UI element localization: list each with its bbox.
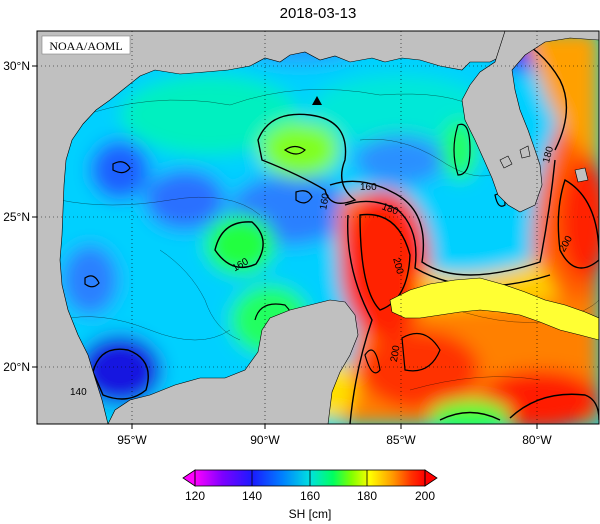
contour-label: 200 bbox=[389, 344, 403, 363]
yucatan bbox=[107, 299, 359, 424]
contour-label: 160 bbox=[318, 192, 332, 211]
colorbar-tick-label: 120 bbox=[185, 489, 205, 503]
credit-box bbox=[41, 35, 131, 55]
colorbar-tick-label: 140 bbox=[242, 489, 262, 503]
land bbox=[37, 31, 599, 424]
colorbar: 120 140 160 180 200 SH [cm] bbox=[182, 469, 438, 521]
lat-label-20n: 20°N bbox=[3, 360, 30, 374]
lon-label-80w: 80°W bbox=[522, 433, 552, 447]
lon-label-90w: 90°W bbox=[250, 433, 280, 447]
contour-label: 180 bbox=[541, 145, 556, 164]
colorbar-tick-label: 180 bbox=[357, 489, 377, 503]
contour-label-group: 140 160 160 160 180 180 200 200 200 bbox=[70, 145, 575, 398]
lat-label-25n: 25°N bbox=[3, 210, 30, 224]
contour-label: 200 bbox=[390, 256, 405, 275]
colorbar-title: SH [cm] bbox=[289, 507, 332, 521]
lon-label-85w: 85°W bbox=[386, 433, 416, 447]
station-marker-triangle bbox=[312, 96, 322, 105]
plot-area: 140 160 160 160 180 180 200 200 200 NOAA… bbox=[37, 31, 599, 424]
colorbar-tick-label: 200 bbox=[415, 489, 435, 503]
colorbar-low-arrow bbox=[182, 469, 196, 487]
colorbar-tick-label: 160 bbox=[300, 489, 320, 503]
contour-label: 140 bbox=[70, 387, 87, 398]
lat-label-30n: 30°N bbox=[3, 59, 30, 73]
map-title: 2018-03-13 bbox=[280, 5, 357, 22]
florida-peninsula bbox=[461, 31, 599, 213]
lon-label-95w: 95°W bbox=[117, 433, 147, 447]
colorbar-high-arrow bbox=[424, 469, 438, 487]
plot-frame bbox=[36, 30, 600, 425]
graticule bbox=[37, 31, 599, 424]
credit-text: NOAA/AOML bbox=[49, 39, 122, 53]
contour-label: 160 bbox=[360, 182, 377, 193]
cuba bbox=[389, 277, 599, 341]
axis-ticks bbox=[32, 65, 538, 429]
usa-coast bbox=[37, 31, 506, 424]
